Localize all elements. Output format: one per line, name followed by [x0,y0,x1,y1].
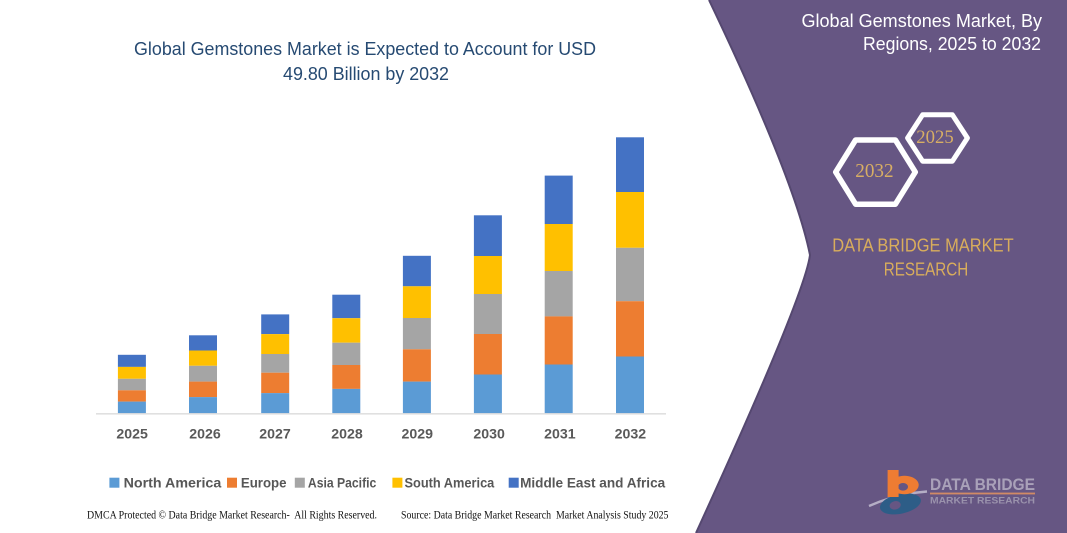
svg-text:Regions, 2025 to 2032: Regions, 2025 to 2032 [863,34,1041,54]
svg-text:Source: Data Bridge Market Res: Source: Data Bridge Market Research Mark… [401,510,669,522]
svg-text:2030: 2030 [473,426,505,442]
svg-text:2031: 2031 [544,426,576,442]
svg-text:DATA BRIDGE: DATA BRIDGE [930,476,1035,494]
svg-text:2025: 2025 [116,426,148,442]
svg-text:2028: 2028 [331,426,363,442]
svg-text:Global Gemstones Market, By: Global Gemstones Market, By [802,11,1043,31]
svg-text:2026: 2026 [189,426,221,442]
svg-text:2025: 2025 [916,127,953,148]
svg-text:MARKET RESEARCH: MARKET RESEARCH [930,496,1035,507]
svg-text:DATA BRIDGE MARKET: DATA BRIDGE MARKET [832,236,1013,256]
svg-text:2029: 2029 [402,426,434,442]
svg-text:Europe: Europe [241,475,287,490]
svg-text:2032: 2032 [855,161,893,182]
svg-text:South America: South America [405,475,495,490]
svg-text:Asia Pacific: Asia Pacific [308,475,377,490]
svg-text:Global Gemstones Market is Exp: Global Gemstones Market is Expected to A… [134,39,596,59]
svg-text:49.80 Billion by 2032: 49.80 Billion by 2032 [283,64,449,84]
svg-text:North America: North America [124,475,222,490]
svg-text:2032: 2032 [615,426,647,442]
svg-text:DMCA Protected © Data Bridge M: DMCA Protected © Data Bridge Market Rese… [87,510,377,522]
svg-text:Middle East and Africa: Middle East and Africa [520,475,665,490]
svg-text:RESEARCH: RESEARCH [884,260,969,280]
svg-text:2027: 2027 [259,426,291,442]
